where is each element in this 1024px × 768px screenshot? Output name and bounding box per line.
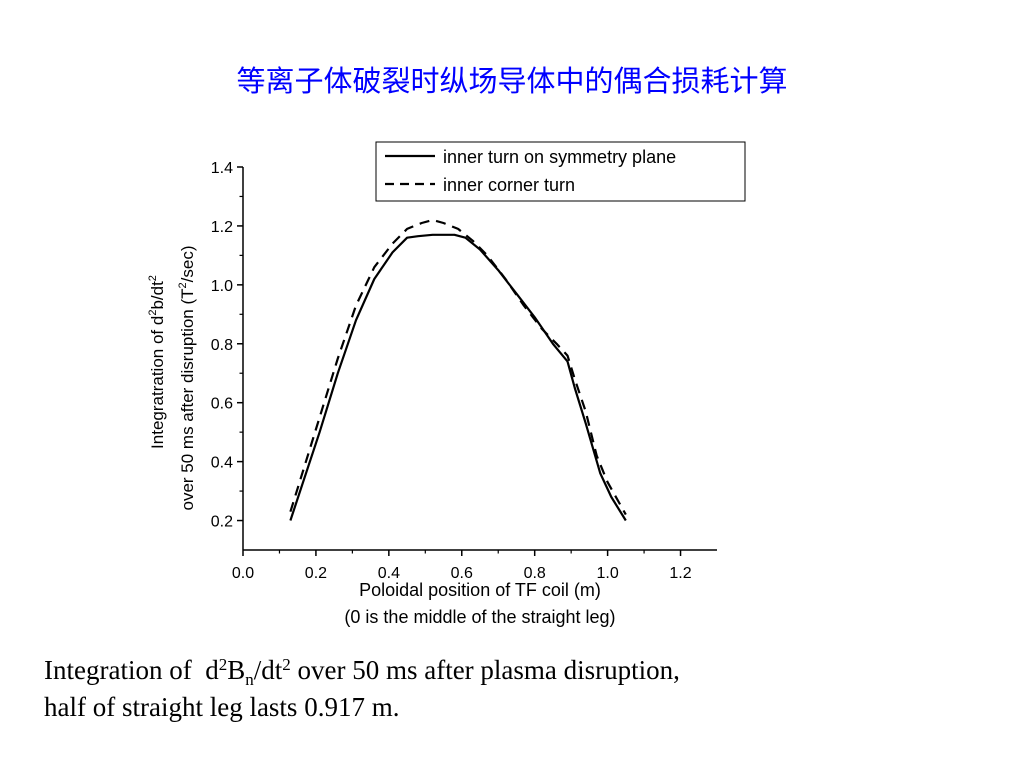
y-tick-label: 0.6 xyxy=(211,396,233,413)
x-tick-label: 0.2 xyxy=(305,565,327,582)
x-tick-label: 0.6 xyxy=(451,565,473,582)
y-tick-label: 0.4 xyxy=(211,455,233,472)
y-tick-label: 1.2 xyxy=(211,219,233,236)
y-tick-label: 1.0 xyxy=(211,278,233,295)
x-tick-label: 1.2 xyxy=(669,565,691,582)
chart-ticks: 0.0 0.2 0.4 0.6 0.8 1.0 1.2 0.2 0.4 0.6 0.8 1.0 1.2 1… xyxy=(211,160,692,582)
y-tick-label: 0.2 xyxy=(211,514,233,531)
x-tick-label: 0.4 xyxy=(378,565,400,582)
legend-label-inner-turn: inner turn on symmetry plane xyxy=(443,147,676,167)
x-tick-label: 1.0 xyxy=(596,565,618,582)
y-tick-label: 0.8 xyxy=(211,337,233,354)
slide-caption: Integration of d2Bn/dt2 over 50 ms after… xyxy=(44,652,1004,726)
chart-axes xyxy=(242,167,717,551)
caption-line-2: half of straight leg lasts 0.917 m. xyxy=(44,692,400,722)
line-chart: 0.0 0.2 0.4 0.6 0.8 1.0 1.2 0.2 0.4 0.6 0.8 1.0 1.2 1… xyxy=(147,141,746,627)
x-tick-label: 0.0 xyxy=(232,565,254,582)
slide-title: 等离子体破裂时纵场导体中的偶合损耗计算 xyxy=(236,64,788,98)
y-axis-label-line1: Integratration of d2b/dt2 xyxy=(147,275,167,449)
chart-series xyxy=(289,218,627,522)
caption-line-1: Integration of d2Bn/dt2 over 50 ms after… xyxy=(44,655,680,689)
chart-legend: inner turn on symmetry plane inner corne… xyxy=(375,141,746,202)
series-line-inner-corner-turn xyxy=(289,218,627,516)
x-axis-label-line2: (0 is the middle of the straight leg) xyxy=(344,607,615,627)
y-axis-label-line2: over 50 ms after disruption (T2/sec) xyxy=(177,246,197,511)
series-line-inner-turn xyxy=(289,233,627,522)
legend-label-corner-turn: inner corner turn xyxy=(443,175,575,195)
x-tick-label: 0.8 xyxy=(524,565,546,582)
x-axis-label-line1: Poloidal position of TF coil (m) xyxy=(359,580,601,600)
y-tick-label: 1.4 xyxy=(211,160,233,177)
legend-box xyxy=(375,141,746,202)
